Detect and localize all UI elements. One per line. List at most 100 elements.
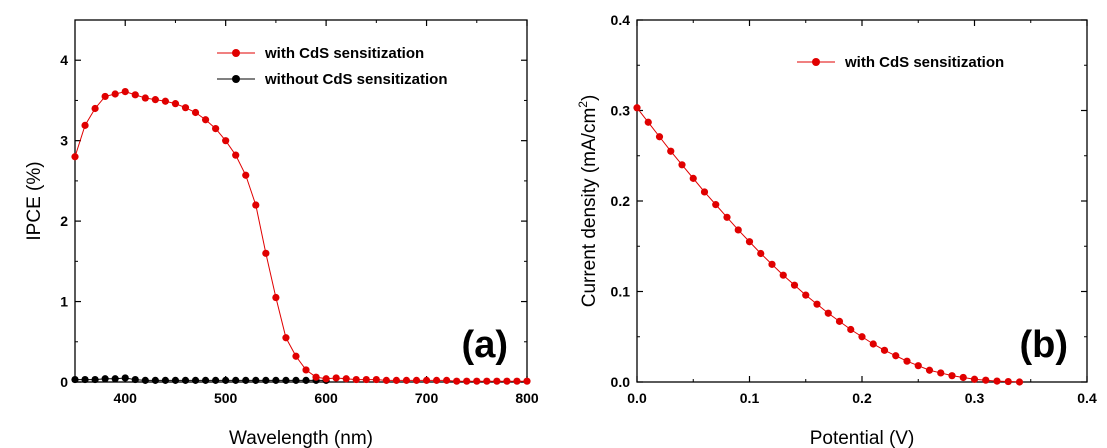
data-point bbox=[151, 376, 159, 384]
data-point bbox=[212, 125, 220, 133]
data-point bbox=[914, 362, 922, 370]
data-point bbox=[101, 375, 109, 383]
data-point bbox=[181, 376, 190, 384]
series-layer-a bbox=[71, 87, 531, 385]
data-point bbox=[858, 333, 866, 341]
y-tick-label: 1 bbox=[60, 294, 68, 310]
axis-ticks-b: 0.0 0.1 0.2 0.3 0.4 0.0 0.1 0.2 0.3 0.4 bbox=[611, 12, 1097, 406]
data-point bbox=[201, 116, 210, 124]
x-axis-title-b: Potential (V) bbox=[810, 428, 915, 448]
data-point bbox=[71, 153, 79, 161]
data-point bbox=[91, 375, 99, 384]
data-point bbox=[483, 377, 491, 385]
data-point bbox=[101, 92, 109, 101]
data-point bbox=[262, 249, 270, 257]
data-point bbox=[523, 377, 531, 385]
data-point bbox=[171, 100, 180, 108]
data-point bbox=[644, 118, 652, 126]
data-point bbox=[111, 90, 119, 98]
x-tick-label: 600 bbox=[314, 390, 338, 406]
data-point bbox=[131, 91, 139, 99]
data-point bbox=[655, 133, 664, 141]
data-point bbox=[757, 249, 765, 258]
chart-panel-b: 0.0 0.1 0.2 0.3 0.4 0.0 0.1 0.2 0.3 0.4 with CdS … bbox=[576, 12, 1097, 448]
data-point bbox=[322, 375, 330, 383]
x-axis-title-a: Wavelength (nm) bbox=[229, 428, 373, 448]
data-point bbox=[802, 291, 810, 299]
data-point bbox=[443, 376, 451, 384]
data-point bbox=[970, 375, 979, 383]
series-line bbox=[74, 91, 527, 382]
data-point bbox=[433, 376, 441, 384]
data-point bbox=[81, 121, 89, 129]
data-point bbox=[252, 376, 260, 384]
data-point bbox=[503, 377, 511, 385]
data-point bbox=[813, 300, 821, 308]
legend-marker bbox=[812, 58, 820, 66]
data-point bbox=[242, 171, 250, 179]
data-point bbox=[847, 325, 855, 334]
y-axis-title-b-superscript: 2 bbox=[576, 101, 590, 108]
data-point bbox=[959, 373, 967, 382]
data-point bbox=[292, 376, 300, 384]
data-point bbox=[81, 375, 89, 384]
data-point bbox=[869, 340, 877, 348]
legend-marker bbox=[232, 75, 240, 83]
data-point bbox=[272, 293, 280, 302]
x-tick-label: 0.0 bbox=[627, 390, 647, 406]
data-point bbox=[453, 377, 461, 385]
x-tick-label: 0.4 bbox=[1077, 390, 1097, 406]
data-point bbox=[342, 375, 350, 383]
data-point bbox=[201, 376, 210, 384]
data-point bbox=[993, 377, 1001, 385]
data-point bbox=[790, 281, 799, 289]
data-point bbox=[779, 271, 787, 279]
data-point bbox=[232, 376, 240, 384]
data-point bbox=[292, 352, 300, 360]
data-point bbox=[1004, 377, 1012, 386]
data-point bbox=[412, 376, 421, 384]
data-point bbox=[262, 376, 270, 384]
data-point bbox=[282, 334, 290, 342]
y-axis-title-b-suffix: ) bbox=[579, 95, 600, 101]
legend-label: with CdS sensitization bbox=[264, 45, 424, 62]
data-point bbox=[824, 309, 832, 317]
legend-label: without CdS sensitization bbox=[264, 71, 448, 88]
data-point bbox=[1015, 378, 1024, 386]
data-point bbox=[473, 377, 481, 385]
legend-a: with CdS sensitization without CdS sensit… bbox=[217, 45, 448, 88]
data-point bbox=[948, 372, 956, 380]
x-tick-label: 0.1 bbox=[740, 390, 760, 406]
data-point bbox=[712, 201, 720, 209]
data-point bbox=[191, 376, 200, 384]
y-tick-label: 3 bbox=[60, 133, 68, 149]
y-tick-label: 4 bbox=[60, 52, 68, 68]
data-point bbox=[689, 174, 697, 182]
x-tick-label: 700 bbox=[415, 390, 439, 406]
data-point bbox=[91, 104, 99, 113]
panel-label-b: (b) bbox=[1019, 324, 1068, 366]
x-tick-label: 500 bbox=[214, 390, 238, 406]
data-point bbox=[222, 137, 230, 145]
legend-b: with CdS sensitization bbox=[797, 54, 1004, 71]
legend-marker bbox=[232, 49, 240, 57]
data-point bbox=[493, 377, 501, 385]
data-point bbox=[700, 188, 709, 196]
data-point bbox=[121, 374, 129, 382]
data-point bbox=[181, 104, 190, 112]
data-point bbox=[463, 377, 471, 385]
data-point bbox=[252, 201, 260, 209]
data-point bbox=[382, 376, 390, 384]
series-layer-b bbox=[633, 104, 1024, 386]
data-point bbox=[242, 376, 250, 384]
x-tick-label: 800 bbox=[515, 390, 539, 406]
data-point bbox=[392, 376, 401, 384]
data-point bbox=[191, 108, 200, 117]
data-point bbox=[422, 376, 431, 384]
data-point bbox=[151, 96, 159, 104]
data-point bbox=[302, 376, 310, 384]
chart-panel-a: 400 500 600 700 800 0 1 2 3 4 with CdS sensitizat… bbox=[24, 19, 539, 448]
data-point bbox=[633, 104, 641, 112]
data-point bbox=[212, 376, 220, 384]
